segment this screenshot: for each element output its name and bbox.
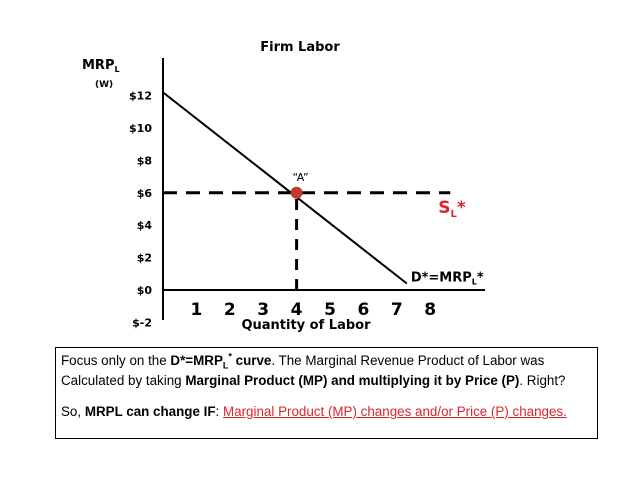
supply-label: SL* xyxy=(438,198,466,220)
x-tick-label: 7 xyxy=(391,300,403,320)
chart: Firm Labor MRPL (W) $12$10$8$6$4$2$0$-2 … xyxy=(82,40,485,333)
curve-name: D*=MRPL* curve xyxy=(170,351,272,371)
note-line-2: Calculated by taking Marginal Product (M… xyxy=(61,373,566,388)
x-tick-label: 4 xyxy=(291,300,303,320)
y-tick-label: $12 xyxy=(129,90,152,103)
y-tick-label: $4 xyxy=(137,219,153,232)
note-line-1: Focus only on the D*=MRPL* curve. The Ma… xyxy=(61,351,545,371)
y-tick-label: $8 xyxy=(137,154,152,167)
chart-title: Firm Labor xyxy=(260,40,340,55)
x-tick-label: 5 xyxy=(324,300,336,320)
y-axis-label: MRPL xyxy=(82,58,120,74)
x-tick-label: 8 xyxy=(424,300,436,320)
y-tick-label: $-2 xyxy=(132,316,152,329)
explanation-box: Focus only on the D*=MRPL* curve. The Ma… xyxy=(55,347,598,439)
y-axis-unit: (W) xyxy=(95,80,113,90)
x-tick-label: 1 xyxy=(190,300,202,320)
note-line-3: So, MRPL can change IF: Marginal Product… xyxy=(61,404,567,419)
demand-label: D*=MRPL* xyxy=(411,271,484,287)
x-tick-label: 6 xyxy=(357,300,369,320)
x-tick-label: 2 xyxy=(224,300,236,320)
y-tick-label: $2 xyxy=(137,252,152,265)
point-a-label: “A” xyxy=(293,171,309,184)
x-tick-label: 3 xyxy=(257,300,269,320)
y-tick-label: $10 xyxy=(129,122,152,135)
point-a xyxy=(290,186,303,199)
demand-line xyxy=(162,91,408,285)
y-tick-label: $6 xyxy=(137,187,153,200)
change-condition: Marginal Product (MP) changes and/or Pri… xyxy=(223,404,567,419)
x-axis-label: Quantity of Labor xyxy=(241,318,371,333)
y-tick-label: $0 xyxy=(137,284,153,297)
